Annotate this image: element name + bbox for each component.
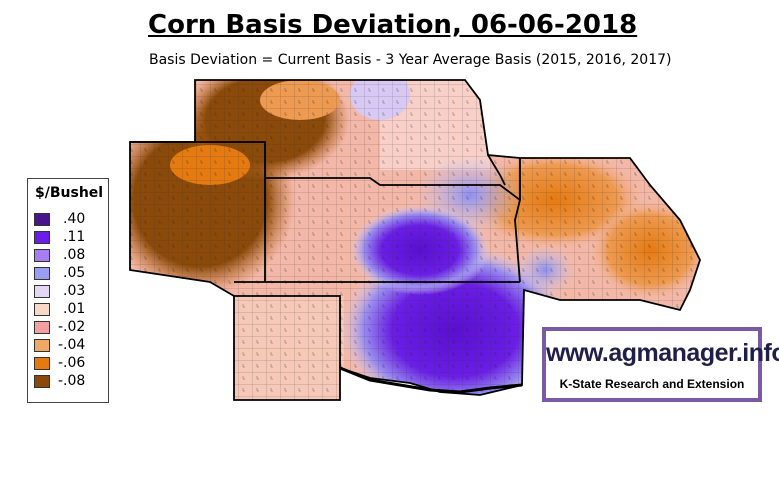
legend-swatch (34, 374, 50, 388)
legend-swatch (34, 320, 50, 334)
legend-item: -.02 (34, 319, 98, 335)
legend-item: -.06 (34, 355, 98, 371)
legend-item: .05 (34, 265, 103, 281)
logo-panel: www.agmanager.info K-State Research and … (546, 331, 779, 398)
agmanager-logo[interactable]: www.agmanager.info K-State Research and … (542, 327, 779, 402)
legend-swatch (34, 302, 50, 316)
legend-label: .05 (63, 265, 86, 281)
legend-swatch (34, 266, 50, 280)
legend-swatch (34, 338, 50, 352)
legend-label: -.04 (58, 337, 86, 353)
state-boundaries (129, 79, 701, 401)
legend-label: -.02 (58, 319, 86, 335)
legend-item: .01 (34, 301, 103, 317)
legend: $/Bushel .40 .11 .08 .05 .03 .01 -.02 -.… (27, 178, 109, 403)
legend-label: .01 (63, 301, 86, 317)
legend-item: .08 (34, 247, 103, 263)
logo-url: www.agmanager.info (546, 339, 779, 367)
legend-item: .03 (34, 283, 103, 299)
legend-swatch (34, 284, 50, 298)
legend-swatch (34, 230, 50, 244)
legend-item: .40 (34, 211, 103, 227)
red-river-boundary (339, 366, 523, 394)
legend-label: -.08 (58, 373, 86, 389)
legend-swatch (34, 248, 50, 262)
legend-item: -.04 (34, 337, 98, 353)
legend-label: -.06 (58, 355, 86, 371)
legend-title: $/Bushel (35, 185, 104, 201)
legend-label: .08 (63, 247, 86, 263)
legend-swatch (34, 356, 50, 370)
logo-org: K-State Research and Extension (559, 377, 745, 391)
legend-label: .11 (63, 229, 86, 245)
map-title: Corn Basis Deviation, 06-06-2018 (148, 10, 638, 40)
map-subtitle: Basis Deviation = Current Basis - 3 Year… (149, 52, 672, 68)
legend-label: .40 (63, 211, 86, 227)
legend-label: .03 (63, 283, 86, 299)
legend-item: -.08 (34, 373, 98, 389)
legend-item: .11 (34, 229, 103, 245)
legend-swatch (34, 212, 50, 226)
